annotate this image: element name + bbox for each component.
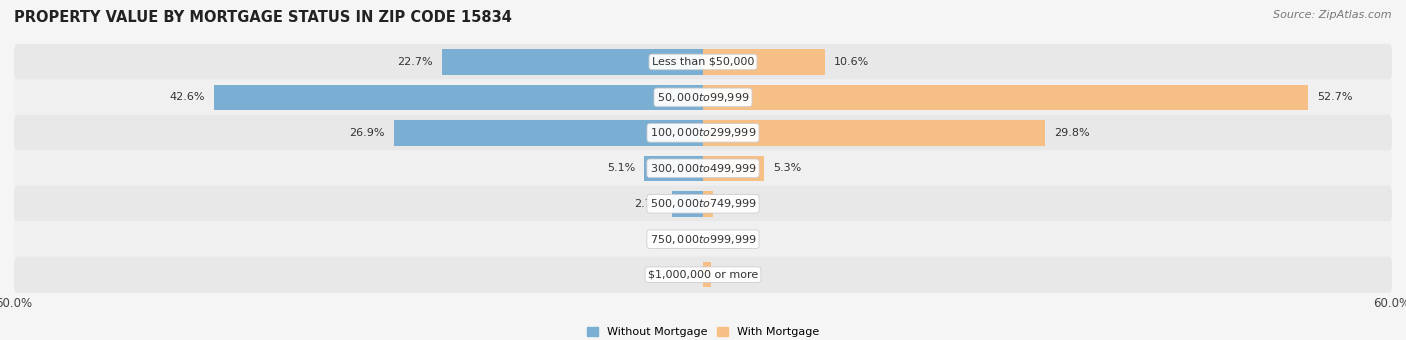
FancyBboxPatch shape <box>14 44 1392 80</box>
Bar <box>443 49 703 75</box>
Text: 0.73%: 0.73% <box>720 270 756 280</box>
Bar <box>703 191 713 217</box>
Text: 10.6%: 10.6% <box>834 57 869 67</box>
Text: 52.7%: 52.7% <box>1317 92 1353 102</box>
Text: 0.0%: 0.0% <box>665 270 693 280</box>
Text: Less than $50,000: Less than $50,000 <box>652 57 754 67</box>
Text: 42.6%: 42.6% <box>169 92 205 102</box>
Text: 2.7%: 2.7% <box>634 199 662 209</box>
Text: $100,000 to $299,999: $100,000 to $299,999 <box>650 126 756 139</box>
Bar <box>703 120 1045 146</box>
FancyBboxPatch shape <box>14 115 1392 151</box>
Bar <box>214 85 703 110</box>
Text: 0.91%: 0.91% <box>723 199 758 209</box>
Text: 0.0%: 0.0% <box>713 234 741 244</box>
Text: $1,000,000 or more: $1,000,000 or more <box>648 270 758 280</box>
Bar <box>703 49 825 75</box>
Bar <box>644 155 703 181</box>
Text: 5.1%: 5.1% <box>607 163 636 173</box>
FancyBboxPatch shape <box>14 150 1392 186</box>
Bar <box>703 262 711 287</box>
Bar <box>703 155 763 181</box>
Text: 22.7%: 22.7% <box>398 57 433 67</box>
Text: 29.8%: 29.8% <box>1054 128 1090 138</box>
FancyBboxPatch shape <box>14 257 1392 293</box>
Text: $500,000 to $749,999: $500,000 to $749,999 <box>650 197 756 210</box>
Text: 26.9%: 26.9% <box>350 128 385 138</box>
FancyBboxPatch shape <box>14 79 1392 116</box>
Legend: Without Mortgage, With Mortgage: Without Mortgage, With Mortgage <box>582 322 824 340</box>
FancyBboxPatch shape <box>14 186 1392 222</box>
Text: Source: ZipAtlas.com: Source: ZipAtlas.com <box>1274 10 1392 20</box>
Text: PROPERTY VALUE BY MORTGAGE STATUS IN ZIP CODE 15834: PROPERTY VALUE BY MORTGAGE STATUS IN ZIP… <box>14 10 512 25</box>
Bar <box>394 120 703 146</box>
Text: $300,000 to $499,999: $300,000 to $499,999 <box>650 162 756 175</box>
Bar <box>703 85 1308 110</box>
Text: 5.3%: 5.3% <box>773 163 801 173</box>
Text: $750,000 to $999,999: $750,000 to $999,999 <box>650 233 756 246</box>
Text: 0.0%: 0.0% <box>665 234 693 244</box>
Text: $50,000 to $99,999: $50,000 to $99,999 <box>657 91 749 104</box>
FancyBboxPatch shape <box>14 221 1392 257</box>
Bar <box>672 191 703 217</box>
